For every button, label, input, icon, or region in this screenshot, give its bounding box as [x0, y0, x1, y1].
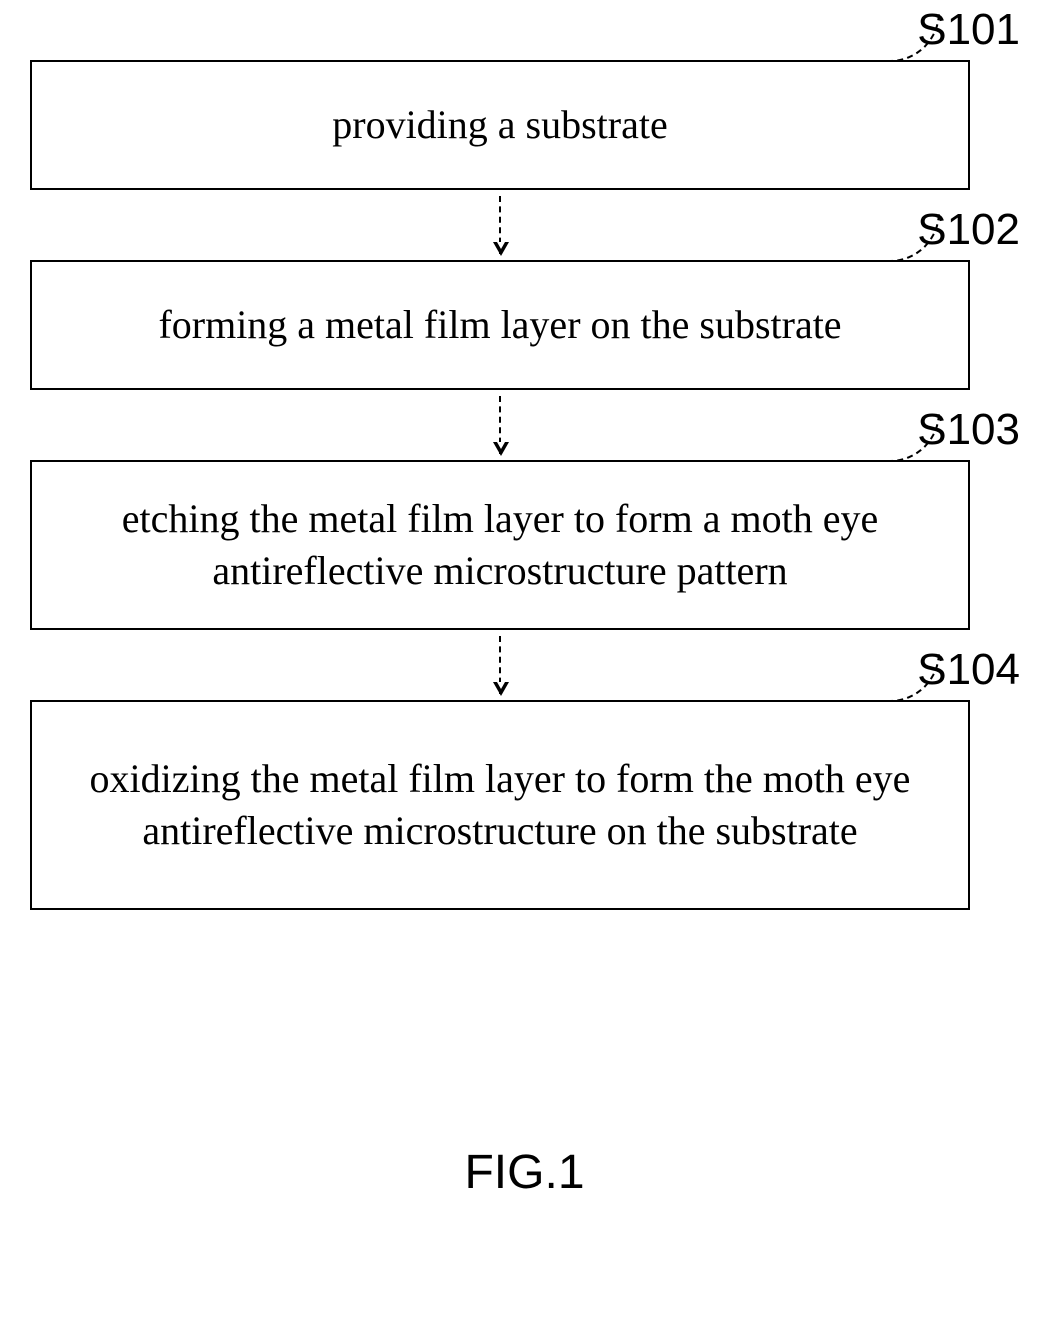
arrow-1 [30, 190, 970, 260]
arrow-3-line [499, 636, 501, 694]
step-4-container: S104 oxidizing the metal film layer to f… [30, 700, 970, 910]
step-3-container: S103 etching the metal film layer to for… [30, 460, 970, 630]
step-4-text: oxidizing the metal film layer to form t… [62, 753, 938, 857]
arrow-1-head [493, 242, 509, 256]
step-1-container: S101 providing a substrate [30, 60, 970, 190]
step-1-text: providing a substrate [332, 99, 668, 151]
arrow-2-head-inner [497, 442, 505, 449]
step-2-text: forming a metal film layer on the substr… [158, 299, 841, 351]
flowchart-container: S101 providing a substrate S102 forming … [30, 60, 970, 910]
step-3-box: etching the metal film layer to form a m… [30, 460, 970, 630]
arrow-3-head-inner [497, 682, 505, 689]
arrow-2-head [493, 442, 509, 456]
arrow-3-head [493, 682, 509, 696]
arrow-2-line [499, 396, 501, 454]
arrow-3 [30, 630, 970, 700]
arrow-1-line [499, 196, 501, 254]
step-2-container: S102 forming a metal film layer on the s… [30, 260, 970, 390]
step-4-box: oxidizing the metal film layer to form t… [30, 700, 970, 910]
step-2-box: forming a metal film layer on the substr… [30, 260, 970, 390]
figure-caption: FIG.1 [0, 1145, 1049, 1200]
step-3-text: etching the metal film layer to form a m… [62, 493, 938, 597]
arrow-1-head-inner [497, 242, 505, 249]
arrow-2 [30, 390, 970, 460]
step-1-box: providing a substrate [30, 60, 970, 190]
